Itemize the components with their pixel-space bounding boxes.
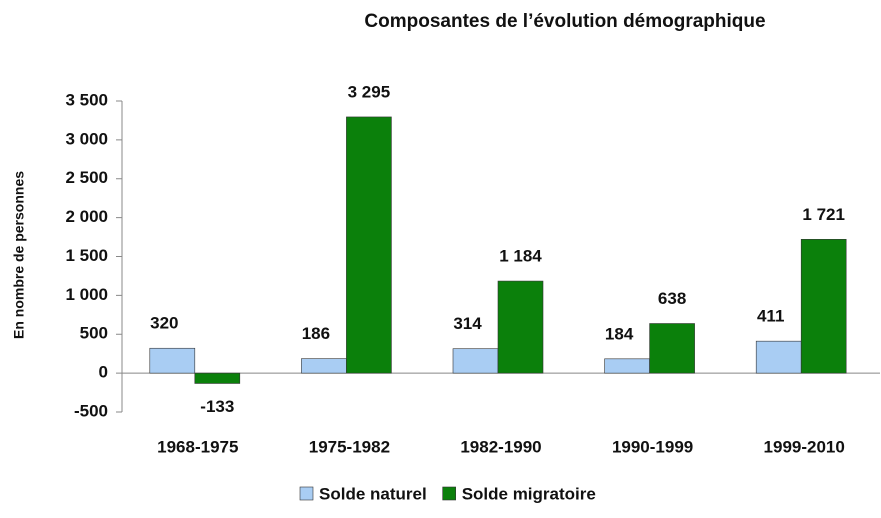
value-label: -133 bbox=[200, 397, 234, 416]
y-tick-label: 500 bbox=[80, 324, 108, 343]
value-label: 638 bbox=[658, 289, 686, 308]
value-label: 3 295 bbox=[348, 82, 391, 101]
y-tick-label: -500 bbox=[74, 401, 108, 420]
value-label: 1 721 bbox=[802, 205, 845, 224]
x-tick-label: 1982-1990 bbox=[460, 437, 541, 456]
bar bbox=[604, 358, 650, 374]
value-label: 1 184 bbox=[499, 247, 542, 266]
bar bbox=[649, 323, 695, 374]
x-tick-label: 1999-2010 bbox=[764, 437, 845, 456]
bar bbox=[755, 340, 802, 374]
bar bbox=[149, 347, 196, 374]
value-label: 411 bbox=[757, 307, 784, 326]
y-axis-label: En nombre de personnes bbox=[11, 171, 27, 339]
y-tick-label: 2 500 bbox=[65, 168, 108, 187]
bar bbox=[346, 116, 392, 374]
legend-swatch bbox=[442, 486, 456, 501]
legend-label: Solde naturel bbox=[319, 484, 427, 503]
legend-label: Solde migratoire bbox=[462, 484, 596, 503]
bar bbox=[452, 348, 499, 374]
y-tick-label: 3 500 bbox=[65, 90, 108, 109]
x-tick-label: 1975-1982 bbox=[309, 437, 390, 456]
y-tick-label: 0 bbox=[99, 363, 108, 382]
chart-title: Composantes de l’évolution démographique bbox=[364, 11, 765, 32]
y-tick-label: 1 500 bbox=[65, 246, 108, 265]
value-label: 314 bbox=[453, 314, 482, 333]
legend-swatch bbox=[299, 486, 314, 501]
y-tick-label: 3 000 bbox=[65, 129, 108, 148]
value-label: 320 bbox=[150, 314, 178, 333]
x-tick-label: 1990-1999 bbox=[612, 437, 693, 456]
x-tick-label: 1968-1975 bbox=[157, 437, 238, 456]
bar bbox=[800, 239, 847, 374]
value-label: 186 bbox=[302, 324, 330, 343]
y-tick-label: 1 000 bbox=[65, 285, 108, 304]
value-label: 184 bbox=[605, 324, 634, 343]
y-tick-label: 2 000 bbox=[65, 207, 108, 226]
bar bbox=[194, 372, 241, 384]
bar bbox=[301, 358, 347, 374]
bar bbox=[497, 280, 544, 374]
